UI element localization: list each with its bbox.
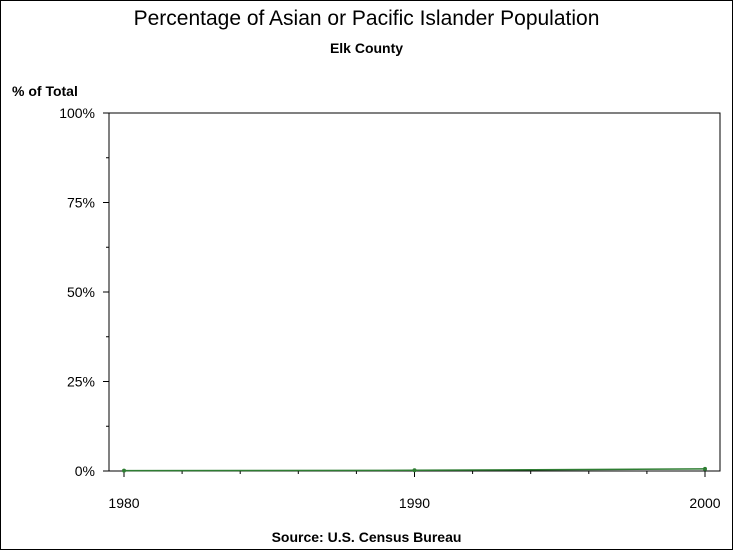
y-axis-label: % of Total xyxy=(12,83,78,99)
chart-subtitle: Elk County xyxy=(329,40,404,56)
source-note: Source: U.S. Census Bureau xyxy=(271,529,462,545)
y-tick-label: 25% xyxy=(67,374,95,390)
y-tick-label: 100% xyxy=(59,105,95,121)
x-tick-label: 1990 xyxy=(399,495,430,511)
y-tick-label: 0% xyxy=(75,463,95,479)
data-point xyxy=(122,468,126,473)
x-tick-label: 2000 xyxy=(689,495,720,511)
data-point xyxy=(412,468,417,473)
plot-area xyxy=(108,112,721,472)
data-point xyxy=(703,466,707,471)
y-tick-label: 50% xyxy=(67,284,95,300)
y-tick-label: 75% xyxy=(67,195,95,211)
x-tick-label: 1980 xyxy=(108,495,139,511)
chart-title: Percentage of Asian or Pacific Islander … xyxy=(133,7,600,30)
